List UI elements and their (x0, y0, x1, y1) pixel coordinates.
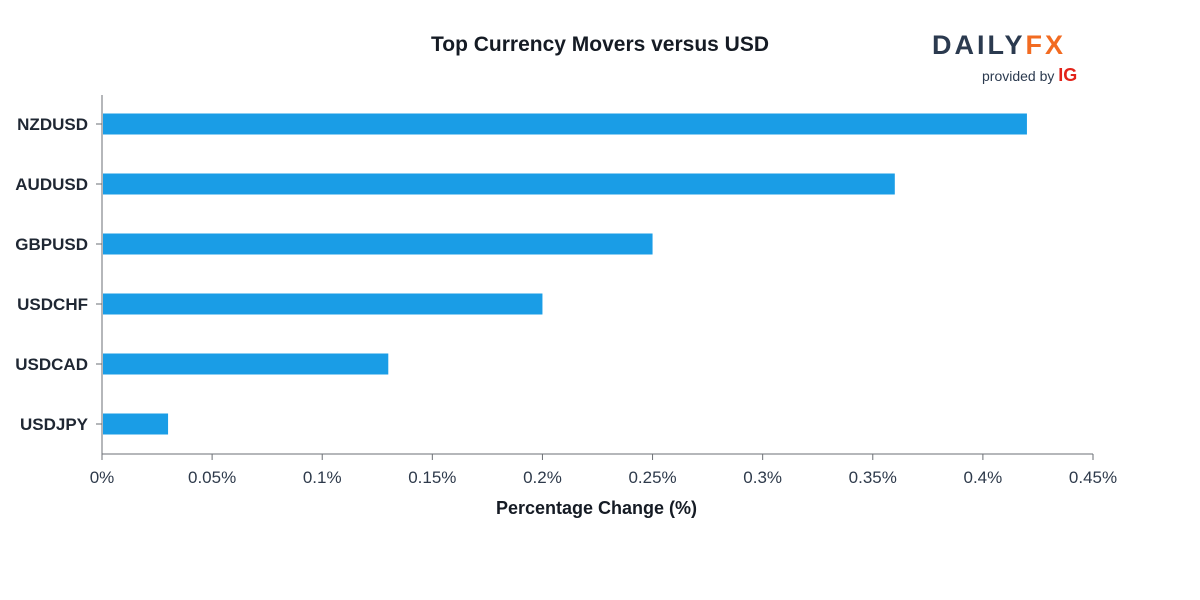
x-tick-label: 0.1% (303, 468, 342, 487)
chart-title: Top Currency Movers versus USD (430, 33, 770, 56)
bar-usdchf (103, 293, 543, 315)
y-tick-label: USDCAD (15, 355, 88, 374)
x-tick-label: 0.15% (408, 468, 456, 487)
x-tick-label: 0.3% (743, 468, 782, 487)
bar-usdjpy (103, 413, 169, 435)
y-tick-label: NZDUSD (17, 115, 88, 134)
bar-usdcad (103, 353, 389, 375)
logo-wordmark: DAILYFX (932, 30, 1066, 61)
y-tick-label: GBPUSD (15, 235, 88, 254)
x-tick-label: 0% (90, 468, 115, 487)
y-tick-label: AUDUSD (15, 175, 88, 194)
x-tick-label: 0.2% (523, 468, 562, 487)
logo-provided-by: provided by IG (982, 65, 1077, 86)
x-tick-label: 0.05% (188, 468, 236, 487)
x-tick-label: 0.35% (849, 468, 897, 487)
ig-logo: IG (1058, 65, 1078, 85)
x-axis-title: Percentage Change (%) (496, 498, 697, 518)
bar-nzdusd (103, 113, 1027, 135)
x-tick-label: 0.45% (1069, 468, 1117, 487)
logo-fx-text: FX (1025, 30, 1067, 60)
y-tick-label: USDCHF (17, 295, 88, 314)
logo-daily-text: DAILY (932, 30, 1026, 60)
bar-audusd (103, 173, 895, 195)
x-tick-label: 0.4% (964, 468, 1003, 487)
dailyfx-logo: DAILYFX provided by IG (930, 30, 1090, 86)
provided-by-text: provided by (982, 68, 1055, 84)
bar-gbpusd (103, 233, 653, 255)
x-tick-label: 0.25% (628, 468, 676, 487)
y-tick-label: USDJPY (20, 415, 89, 434)
